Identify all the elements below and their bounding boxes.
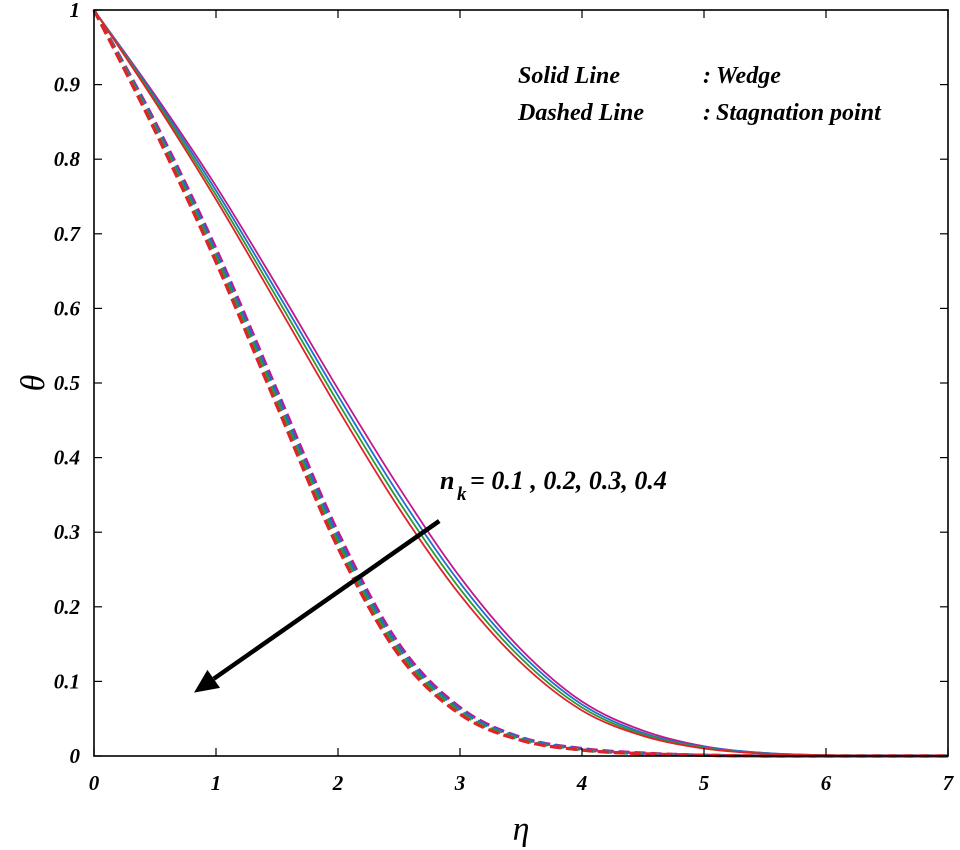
- annotation-arrow: [212, 519, 441, 681]
- series-line-stagnation-5: [92, 9, 948, 758]
- annotation-prefix: n: [440, 466, 454, 495]
- legend-sep-dashed: :: [703, 100, 711, 126]
- x-tick-label-6: 6: [821, 771, 832, 795]
- legend-key-dashed: Dashed Line: [517, 100, 644, 126]
- x-tick-label-7: 7: [943, 771, 955, 795]
- x-tick-label-2: 2: [332, 771, 344, 795]
- y-tick-label-7: 0.7: [54, 222, 82, 246]
- x-tick-label-1: 1: [211, 771, 222, 795]
- series-line-stagnation-4: [92, 9, 948, 758]
- y-tick-label-5: 0.5: [54, 371, 80, 395]
- legend: Solid Line : Wedge Dashed Line : Stagnat…: [517, 63, 882, 126]
- parameter-annotation: n k = 0.1 , 0.2, 0.3, 0.4: [194, 466, 667, 693]
- y-axis-label: θ: [15, 375, 52, 392]
- legend-value-solid: Wedge: [716, 63, 781, 89]
- legend-key-solid: Solid Line: [518, 63, 620, 89]
- y-tick-label-9: 0.9: [54, 73, 81, 97]
- ticks-layer: 0 1 2 3 4 5 6 7 0 0.1 0.2 0.3 0.4 0.5 0.6 0.7 0.8 0.9 1: [54, 0, 955, 795]
- annotation-text: = 0.1 , 0.2, 0.3, 0.4: [470, 466, 667, 495]
- x-tick-label-0: 0: [89, 771, 100, 795]
- series-layer: [92, 9, 949, 758]
- annotation-arrow-head: [194, 669, 221, 693]
- legend-value-dashed: Stagnation point: [716, 100, 882, 126]
- y-tick-label-3: 0.3: [54, 520, 80, 544]
- x-tick-label-5: 5: [699, 771, 710, 795]
- y-tick-label-8: 0.8: [54, 147, 81, 171]
- y-tick-label-0: 0: [70, 744, 81, 768]
- y-tick-label-6: 0.6: [54, 296, 81, 320]
- y-tick-label-1: 0.1: [54, 669, 80, 693]
- x-tick-label-4: 4: [576, 771, 588, 795]
- y-tick-label-2: 0.2: [54, 595, 81, 619]
- annotation-subscript: k: [457, 484, 467, 505]
- y-tick-label-4: 0.4: [54, 446, 80, 470]
- y-tick-label-10: 1: [70, 0, 81, 22]
- legend-sep-solid: :: [703, 63, 711, 89]
- series-line-wedge-3: [93, 9, 949, 757]
- x-axis-label: η: [513, 811, 530, 848]
- x-tick-label-3: 3: [454, 771, 466, 795]
